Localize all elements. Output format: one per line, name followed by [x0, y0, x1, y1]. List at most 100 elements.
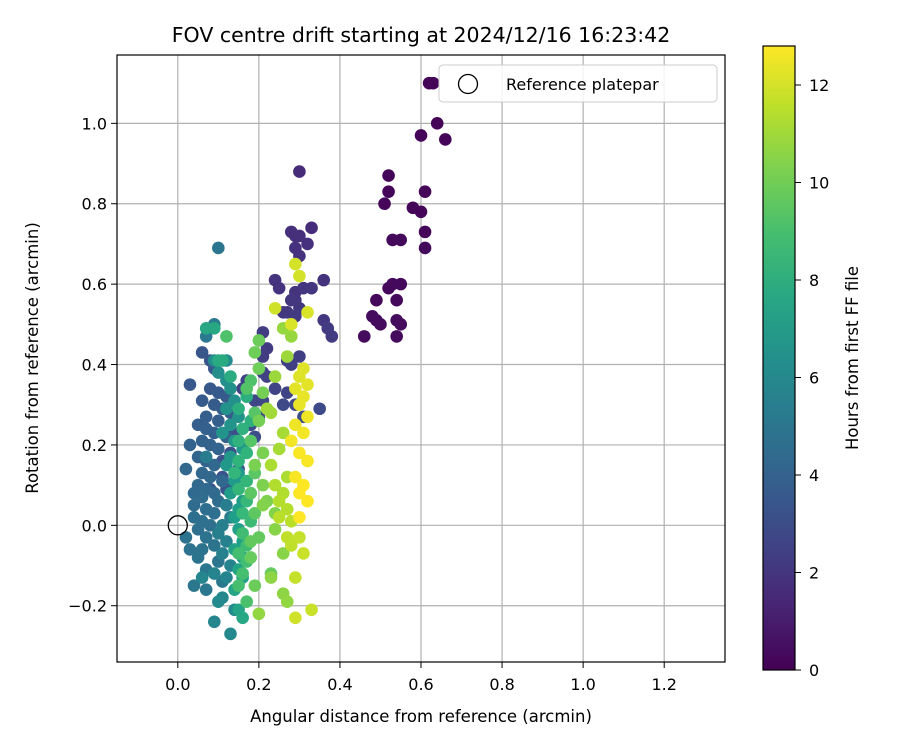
data-point [280, 502, 294, 516]
data-point [232, 402, 245, 416]
data-point [280, 350, 294, 363]
data-point [199, 410, 213, 424]
y-tick-label: 1.0 [82, 114, 107, 133]
data-point [232, 482, 245, 496]
data-point [256, 498, 270, 512]
data-point [187, 579, 201, 592]
data-point [301, 454, 314, 468]
data-point [293, 486, 306, 500]
data-point [293, 398, 306, 412]
data-point [357, 330, 371, 343]
data-point [252, 334, 266, 347]
data-point [224, 370, 237, 383]
data-point [220, 498, 233, 512]
data-point [236, 567, 249, 580]
data-point [240, 595, 254, 609]
data-point [305, 281, 318, 295]
data-point [220, 330, 233, 343]
data-point [248, 346, 262, 359]
data-point [284, 330, 298, 343]
data-point [293, 446, 306, 460]
colorbar-tick-label: 6 [809, 369, 819, 388]
data-point [293, 350, 306, 363]
x-tick-label: 0.6 [408, 675, 433, 694]
data-point [179, 462, 193, 476]
data-point [212, 442, 225, 456]
data-point [305, 221, 318, 235]
data-point [236, 611, 249, 625]
data-point [216, 354, 229, 367]
data-point [305, 603, 318, 617]
data-point [212, 527, 225, 540]
data-point [289, 571, 302, 584]
data-point [256, 478, 270, 492]
data-point [268, 478, 282, 492]
data-point [301, 410, 314, 424]
data-point [212, 366, 225, 379]
data-point [232, 547, 245, 560]
x-tick-label: 0.0 [165, 675, 190, 694]
data-point [272, 510, 286, 524]
data-point [414, 205, 428, 219]
data-point [252, 531, 266, 544]
data-point [293, 165, 306, 178]
data-point [418, 185, 432, 198]
y-axis-label: Rotation from reference (arcmin) [23, 222, 42, 494]
data-point [212, 414, 225, 428]
colorbar [762, 45, 796, 671]
colorbar-tick-label: 2 [809, 564, 819, 583]
legend: Reference platepar [438, 64, 718, 103]
data-point [195, 490, 209, 504]
y-tick-label: 0.8 [82, 195, 107, 214]
data-point [195, 394, 209, 408]
x-tick-label: 0.2 [246, 675, 271, 694]
colorbar-tick-label: 12 [809, 76, 829, 95]
x-tick-label: 1.0 [570, 675, 595, 694]
data-point [382, 185, 395, 198]
y-tick-label: 0.6 [82, 275, 107, 294]
data-point [394, 277, 408, 291]
data-point [272, 442, 286, 456]
data-point [418, 241, 432, 255]
data-point [382, 169, 395, 182]
data-point [374, 318, 387, 331]
data-point [378, 197, 391, 211]
data-point [325, 330, 339, 343]
data-point [276, 426, 290, 440]
data-point [248, 506, 262, 520]
data-point [268, 382, 282, 395]
data-point [394, 318, 408, 331]
data-point [248, 579, 262, 592]
data-point [179, 531, 193, 544]
data-point [199, 583, 213, 596]
data-point [207, 567, 221, 580]
data-point [289, 382, 302, 395]
data-point [220, 571, 233, 584]
data-point [248, 458, 262, 472]
data-point [272, 494, 286, 508]
data-point [256, 446, 270, 460]
data-point [317, 273, 331, 287]
data-point [220, 402, 233, 416]
data-point [293, 269, 306, 283]
data-point [232, 434, 245, 448]
colorbar-tick-label: 10 [809, 174, 829, 193]
data-point [276, 547, 290, 560]
data-point [301, 494, 314, 508]
data-point [220, 458, 233, 472]
data-point [216, 547, 229, 560]
data-point [394, 233, 408, 247]
data-point [268, 301, 282, 315]
data-point [301, 237, 314, 251]
data-point [232, 454, 245, 468]
data-point [301, 378, 314, 391]
data-points [179, 76, 452, 641]
data-point [297, 426, 310, 440]
y-axis-ticks: −0.2 0.0 0.2 0.4 0.6 0.8 1.0 [68, 114, 117, 616]
data-point [199, 450, 213, 464]
data-point [297, 547, 310, 560]
data-point [426, 76, 440, 90]
data-point [272, 281, 286, 295]
colorbar-ticks: 0 2 4 6 8 10 12 [795, 76, 829, 680]
data-point [439, 133, 452, 146]
